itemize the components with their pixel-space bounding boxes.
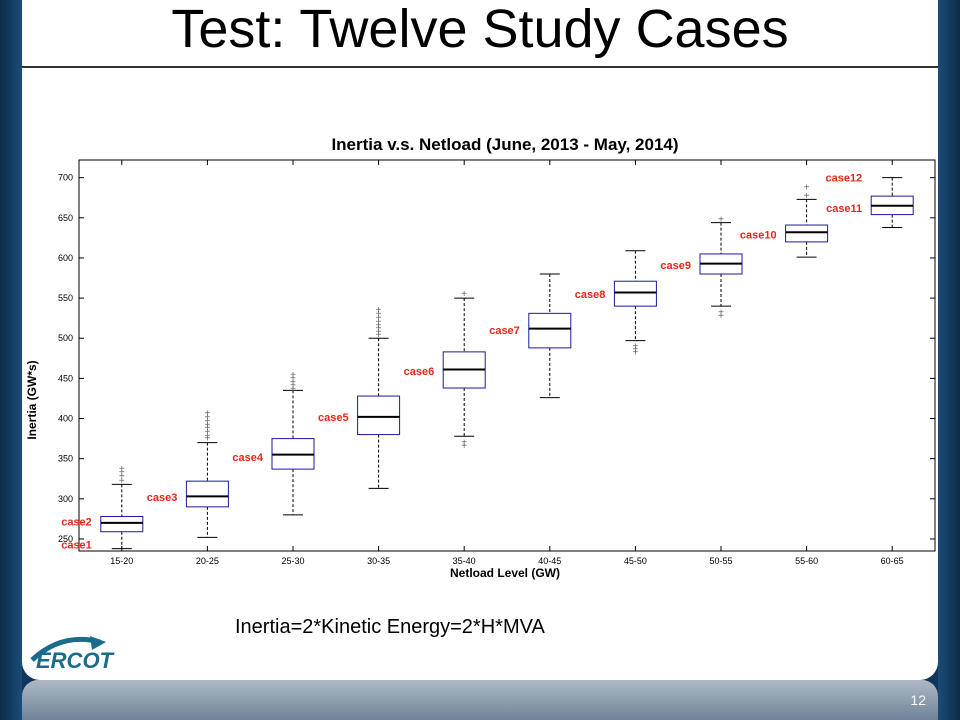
outlier-marker: + [376, 327, 382, 338]
case-annotation: case12 [825, 173, 862, 185]
outlier-marker: + [376, 320, 382, 331]
x-tick-label: 35-40 [453, 556, 476, 566]
outlier-marker: + [204, 417, 210, 428]
outlier-marker: + [204, 420, 210, 431]
outlier-marker: + [718, 308, 724, 319]
outlier-marker: + [804, 182, 810, 193]
box-iqr [785, 224, 829, 243]
box-iqr [357, 395, 401, 436]
box-iqr [528, 312, 572, 349]
outlier-marker: + [204, 413, 210, 424]
left-frame-bar [0, 0, 22, 720]
outlier-marker: + [461, 441, 467, 452]
y-tick-label: 350 [58, 454, 73, 464]
outlier-marker: + [376, 324, 382, 335]
footer-bar [22, 680, 938, 720]
y-tick-label: 400 [58, 414, 73, 424]
outlier-marker: + [204, 423, 210, 434]
outlier-marker: + [632, 348, 638, 359]
outlier-marker: + [204, 434, 210, 445]
box-iqr [185, 480, 229, 508]
outlier-marker: + [804, 191, 810, 202]
outlier-marker: + [119, 464, 125, 475]
outlier-marker: + [204, 427, 210, 438]
y-tick-label: 600 [58, 253, 73, 263]
x-tick-label: 45-50 [624, 556, 647, 566]
outlier-marker: + [119, 471, 125, 482]
outlier-marker: + [290, 384, 296, 395]
page-number: 12 [910, 692, 926, 708]
logo-text: ERCOT [36, 648, 115, 673]
box-iqr [613, 280, 657, 307]
inertia-formula: Inertia=2*Kinetic Energy=2*H*MVA [235, 616, 545, 638]
outlier-marker: + [290, 377, 296, 388]
case-annotation: case10 [740, 230, 777, 242]
outlier-marker: + [376, 305, 382, 316]
y-tick-label: 700 [58, 173, 73, 183]
outlier-marker: + [461, 289, 467, 300]
right-frame-bar [938, 0, 960, 720]
x-tick-label: 30-35 [367, 556, 390, 566]
outlier-marker: + [204, 431, 210, 442]
x-tick-label: 20-25 [196, 556, 219, 566]
outlier-marker: + [119, 476, 125, 487]
case-annotation: case11 [826, 203, 862, 215]
outlier-marker: + [376, 309, 382, 320]
y-axis-label: Inertia (GW*s) [25, 360, 39, 439]
case-annotation: case7 [489, 325, 520, 337]
title-divider [22, 66, 938, 68]
case-annotation: case8 [575, 289, 606, 301]
case-annotation: case5 [318, 412, 349, 424]
case-annotation: case3 [147, 492, 178, 504]
case-annotation: case6 [404, 366, 435, 378]
outlier-marker: + [290, 381, 296, 392]
outlier-marker: + [290, 370, 296, 381]
plot-area: 250 300 350 400 450 500 550 600 650 700 15-20 20-25… [58, 159, 936, 566]
x-tick-label: 15-20 [110, 556, 133, 566]
y-tick-label: 650 [58, 213, 73, 223]
x-tick-label: 50-55 [709, 556, 732, 566]
case-annotation: case2 [61, 516, 92, 528]
x-tick-label: 55-60 [795, 556, 818, 566]
y-tick-label: 450 [58, 373, 73, 383]
outlier-marker: + [119, 467, 125, 478]
case-annotation: case4 [232, 452, 263, 464]
x-tick-label: 60-65 [881, 556, 904, 566]
outlier-marker: + [376, 330, 382, 341]
box-iqr [100, 515, 144, 533]
ercot-logo: ERCOT [30, 636, 115, 673]
slide-title: Test: Twelve Study Cases [171, 0, 789, 59]
chart-title: Inertia v.s. Netload (June, 2013 - May, … [331, 135, 678, 154]
y-tick-label: 300 [58, 494, 73, 504]
case-annotation: case9 [660, 260, 691, 272]
outlier-marker: + [461, 438, 467, 449]
outlier-marker: + [718, 214, 724, 225]
x-tick-label: 25-30 [281, 556, 304, 566]
outlier-marker: + [632, 341, 638, 352]
outlier-marker: + [718, 311, 724, 322]
boxplot-chart: Inertia v.s. Netload (June, 2013 - May, … [25, 135, 936, 580]
outlier-marker: + [376, 317, 382, 328]
y-tick-label: 500 [58, 333, 73, 343]
x-axis-label: Netload Level (GW) [450, 566, 560, 580]
x-tick-label: 40-45 [538, 556, 561, 566]
y-tick-label: 250 [58, 534, 73, 544]
outlier-marker: + [204, 409, 210, 420]
outlier-marker: + [376, 313, 382, 324]
case-annotation: case1 [61, 540, 92, 552]
outlier-marker: + [290, 373, 296, 384]
outlier-marker: + [632, 344, 638, 355]
y-tick-label: 550 [58, 293, 73, 303]
